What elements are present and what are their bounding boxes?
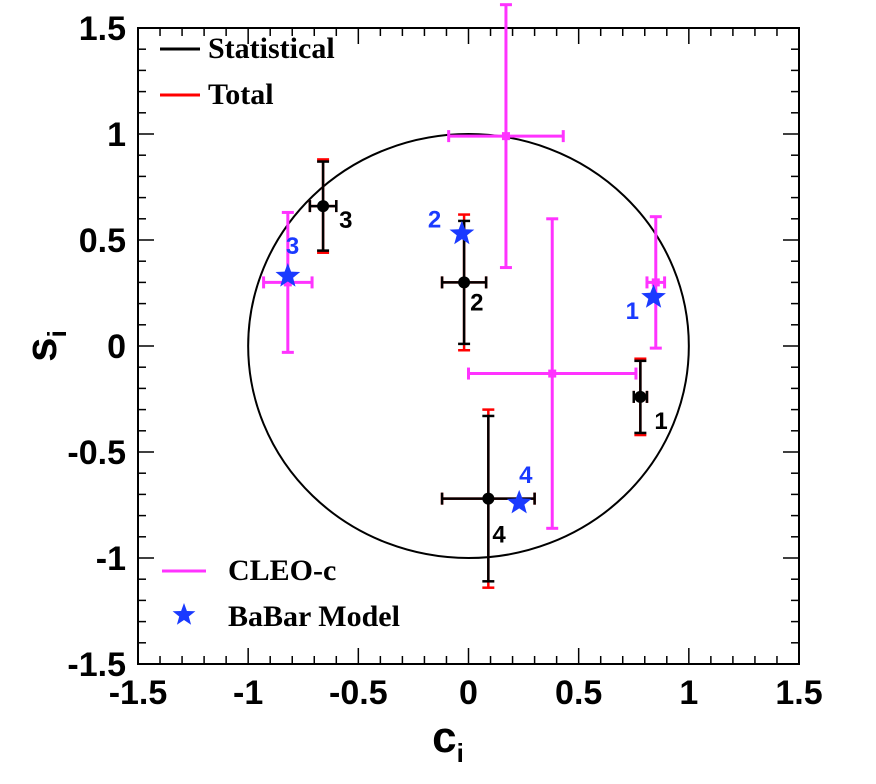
measurement-point-marker [634, 390, 647, 403]
axis-ticks [137, 27, 800, 665]
y-axis-title-main: s [17, 337, 66, 361]
legend-label: Total [208, 78, 274, 111]
cleo-point-marker [283, 278, 292, 287]
x-axis-title: ci [432, 713, 464, 768]
x-tick-label: -1.5 [109, 674, 168, 712]
unit-circle [247, 133, 690, 559]
x-tick-label: 1 [679, 674, 698, 712]
babar-star-marker [275, 263, 301, 287]
measurement-point-marker [317, 200, 330, 213]
measurement-point-label: 1 [654, 408, 667, 435]
legend-label: BaBar Model [228, 600, 400, 633]
unit-circle-layer [247, 133, 690, 559]
legend-star-swatch [172, 603, 196, 625]
measurement-point-marker [458, 276, 471, 289]
x-axis-title-sub: i [457, 738, 464, 768]
measurement-point-label: 4 [492, 522, 506, 549]
legend-label: CLEO-c [228, 554, 336, 587]
legend-label: Statistical [208, 32, 335, 65]
x-axis-title-main: c [432, 713, 456, 762]
measurement-point-marker [482, 492, 495, 505]
y-tick-label: -0.5 [67, 434, 126, 472]
x-tick-label: 0 [459, 674, 478, 712]
legend: Statistical Total CLEO-c BaBar Model [160, 32, 400, 633]
measurement-point-label: 3 [339, 207, 352, 234]
y-tick-label: 1.5 [79, 10, 126, 48]
babar-star-marker [641, 284, 666, 308]
cleo-point-marker [548, 369, 557, 378]
y-axis-title-sub: i [42, 330, 72, 337]
cleo-point-marker [651, 278, 660, 287]
y-tick-label: -1.5 [67, 646, 126, 684]
x-tick-label: 1.5 [775, 674, 822, 712]
babar-point-label: 2 [428, 207, 441, 234]
babar-point-label: 1 [626, 298, 639, 325]
babar-point-label: 4 [519, 462, 533, 489]
measurement-series: 1 2 3 4 [308, 158, 668, 589]
babar-star-marker [506, 489, 532, 514]
babar-point-label: 3 [286, 233, 299, 260]
babar-star-marker [449, 220, 475, 245]
x-tick-label: -1 [233, 674, 263, 712]
babar-series: 1 2 3 4 [275, 207, 666, 514]
x-tick-label: -0.5 [329, 674, 388, 712]
cleo-series [262, 3, 667, 530]
measurement-point-label: 2 [470, 289, 483, 316]
tick-labels: -1.5 -1 -0.5 0 0.5 1 1.5 -1.5 -1 -0.5 0 0.5 1 1.5 [67, 10, 822, 712]
y-tick-label: 0.5 [79, 222, 126, 260]
y-tick-label: 1 [107, 116, 126, 154]
cleo-point-marker [501, 132, 510, 141]
x-tick-label: 0.5 [555, 674, 602, 712]
y-tick-label: 0 [107, 328, 126, 366]
y-axis-title: si [17, 330, 72, 362]
y-tick-label: -1 [96, 540, 126, 578]
